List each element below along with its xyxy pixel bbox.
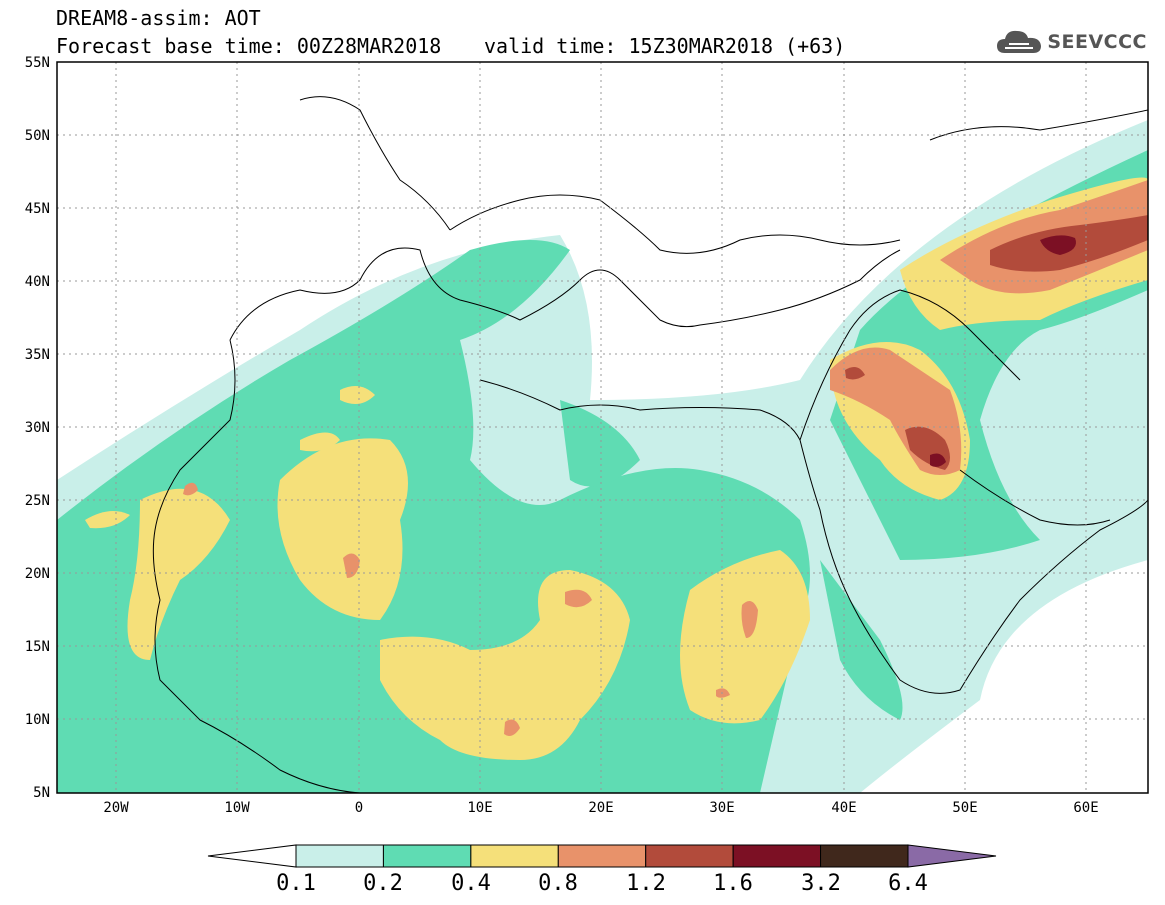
colorbar-level: 0.1	[276, 871, 316, 896]
lon-label: 30E	[709, 800, 734, 816]
colorbar-cell	[382, 844, 472, 868]
lat-label: 15N	[25, 639, 50, 655]
longitude-labels: 20W 10W 0 10E 20E 30E 40E 50E 60E	[103, 800, 1098, 816]
logo-text: SEEVCCC	[1047, 31, 1147, 53]
lon-label: 60E	[1073, 800, 1098, 816]
colorbar-cell	[645, 844, 734, 868]
lat-label: 55N	[25, 55, 50, 71]
lon-label: 10W	[224, 800, 250, 816]
colorbar-upper-arrow	[907, 844, 997, 868]
colorbar-cell	[557, 844, 647, 868]
map-title: DREAM8-assim: AOT	[56, 6, 261, 30]
colorbar-lower-arrow	[207, 844, 297, 868]
lon-label: 10E	[467, 800, 492, 816]
colorbar-level: 1.2	[626, 871, 666, 896]
colorbar-level: 0.4	[451, 871, 491, 896]
lat-label: 10N	[25, 712, 50, 728]
latitude-labels: 55N 50N 45N 40N 35N 30N 25N 20N 15N 10N …	[25, 55, 50, 801]
colorbar-level: 1.6	[713, 871, 753, 896]
colorbar-level: 6.4	[888, 871, 928, 896]
valid-time: valid time: 15Z30MAR2018 (+63)	[484, 34, 846, 58]
aot-field	[57, 62, 1148, 793]
lat-label: 45N	[25, 201, 50, 217]
lat-label: 30N	[25, 420, 50, 436]
coastlines	[152, 96, 1148, 793]
colorbar-level: 0.2	[363, 871, 403, 896]
gridlines	[57, 62, 1148, 793]
map-frame	[56, 61, 1149, 794]
lon-label: 20E	[588, 800, 613, 816]
colorbar-cell	[295, 844, 384, 868]
lat-label: 25N	[25, 493, 50, 509]
lat-label: 35N	[25, 347, 50, 363]
lat-label: 50N	[25, 128, 50, 144]
forecast-base-time: Forecast base time: 00Z28MAR2018	[56, 34, 442, 58]
colorbar-level: 0.8	[538, 871, 578, 896]
lat-label: 20N	[25, 566, 50, 582]
lat-label: 5N	[33, 785, 50, 801]
lon-label: 0	[355, 800, 363, 816]
colorbar-cell	[732, 844, 822, 868]
cloud-icon	[997, 30, 1042, 53]
lon-label: 20W	[103, 800, 129, 816]
colorbar-cell	[470, 844, 559, 868]
colorbar	[207, 844, 997, 868]
seevccc-logo: SEEVCCC	[995, 27, 1147, 57]
colorbar-cell	[820, 844, 909, 868]
lon-label: 50E	[952, 800, 977, 816]
lon-label: 40E	[831, 800, 856, 816]
colorbar-level: 3.2	[801, 871, 841, 896]
lat-label: 40N	[25, 274, 50, 290]
